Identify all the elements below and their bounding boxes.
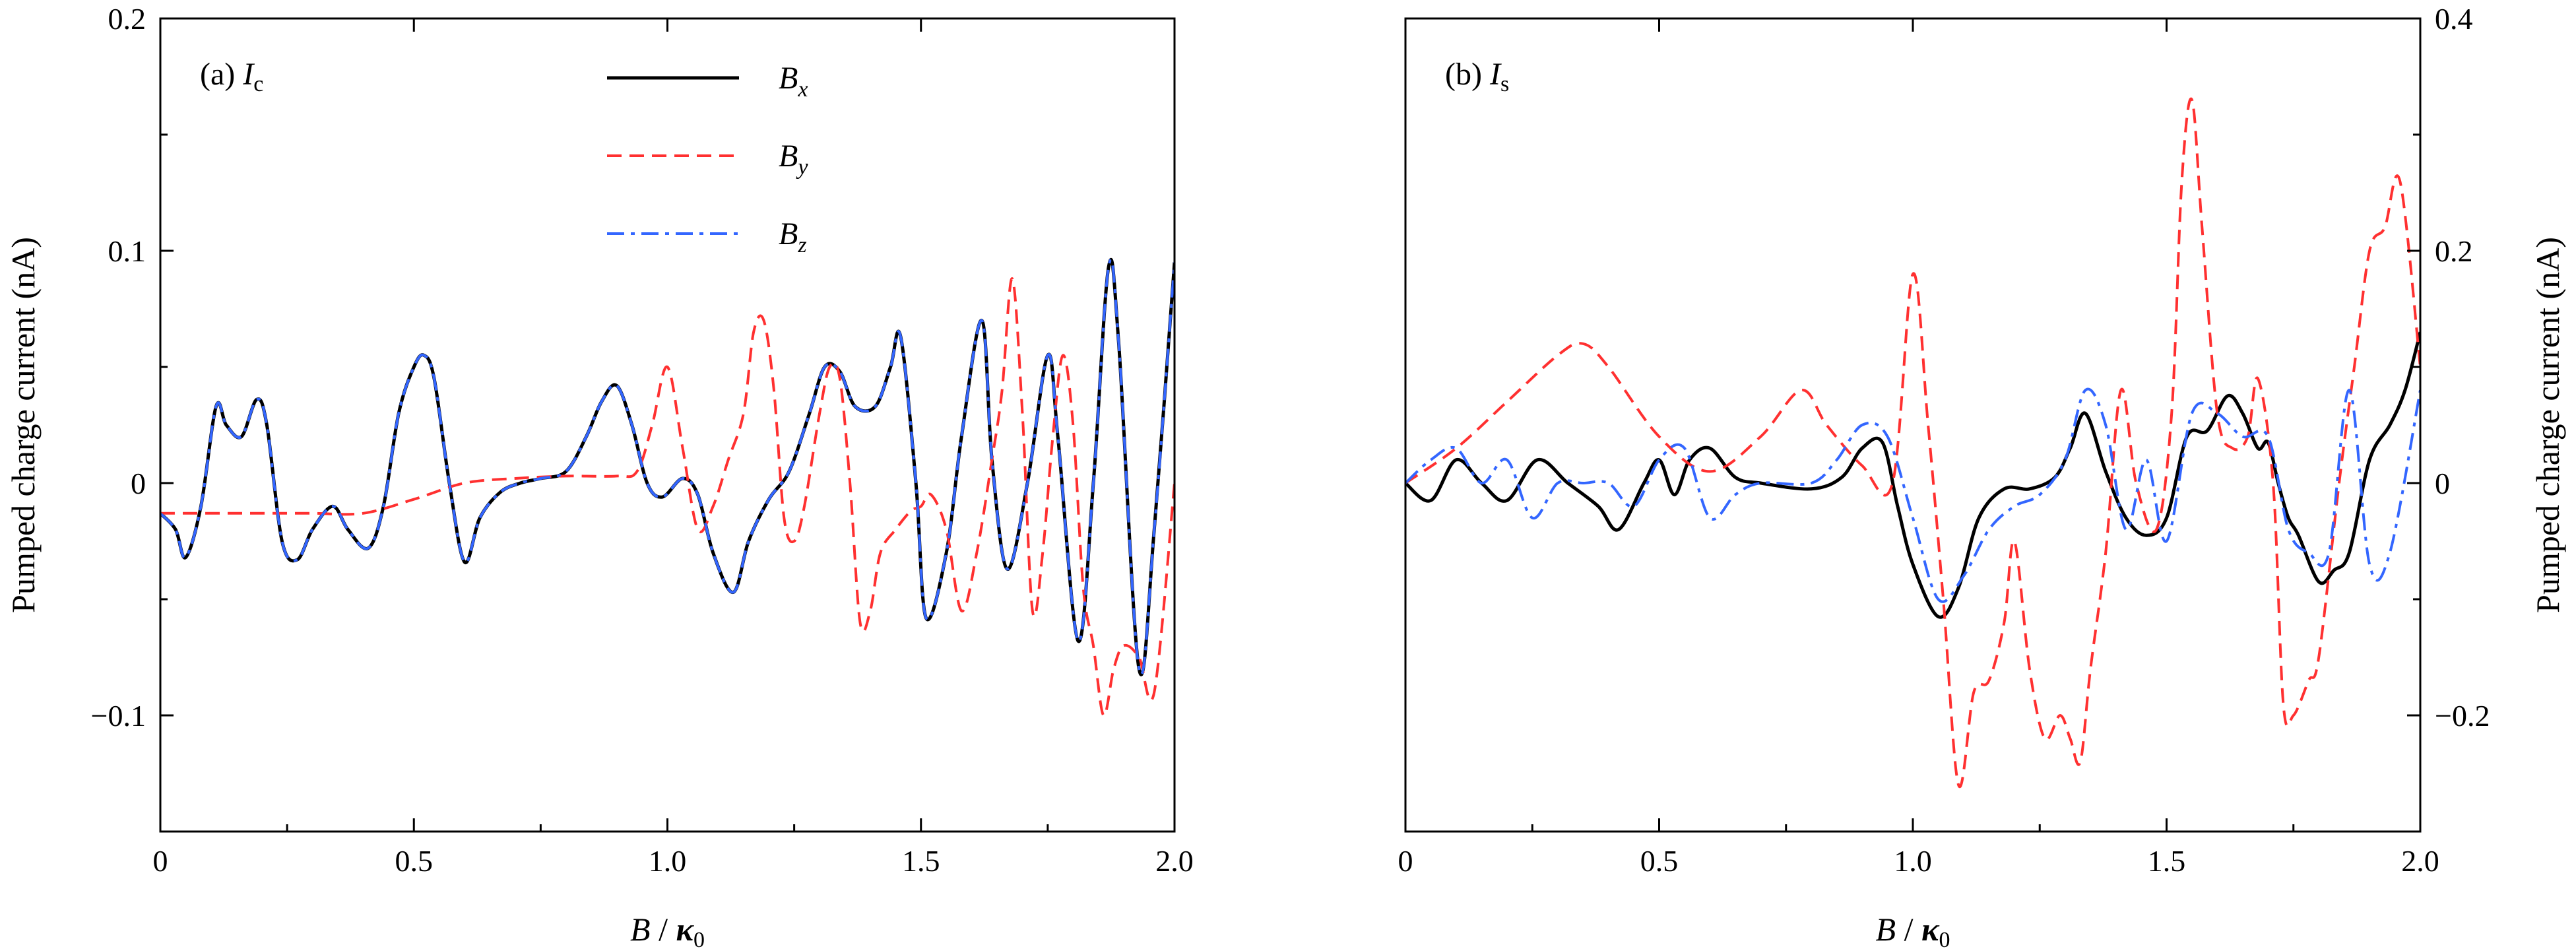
series-line-by xyxy=(1405,97,2420,789)
series-line-bx xyxy=(1405,331,2420,619)
panel-label: (a) Ic xyxy=(200,57,263,96)
panel-b-chart: 0 0.5 1.0 1.5 2.0 −0.2 0 0.2 0.4 B / κ0 Pumped cha… xyxy=(1398,2,2567,949)
y-axis-title: Pumped charge current (nA) xyxy=(2529,237,2566,613)
series-line-bz xyxy=(1405,387,2420,603)
y-tick-label: −0.2 xyxy=(2435,699,2490,733)
x-tick-label: 1.5 xyxy=(2148,844,2186,878)
plot-area xyxy=(160,257,1175,717)
x-tick-label: 0.5 xyxy=(1640,844,1679,878)
panel-label: (b) Is xyxy=(1445,57,1509,96)
legend-label-bx: Bx xyxy=(779,61,808,102)
x-tick-label: 0 xyxy=(153,844,168,878)
x-tick-label: 1.0 xyxy=(649,844,687,878)
y-tick-label: −0.1 xyxy=(91,699,146,733)
legend-label-by: By xyxy=(779,139,808,180)
x-tick-label: 1.0 xyxy=(1894,844,1932,878)
y-axis-title: Pumped charge current (nA) xyxy=(5,237,42,613)
x-tick-label: 1.5 xyxy=(902,844,940,878)
y-tick-label: 0 xyxy=(131,467,146,500)
series-line-bz xyxy=(160,258,1175,676)
x-tick-label: 0.5 xyxy=(395,844,434,878)
y-tick-label: 0.1 xyxy=(108,234,146,268)
y-tick-label: 0 xyxy=(2435,467,2450,500)
plot-area xyxy=(1405,97,2420,789)
series-line-bx xyxy=(160,257,1175,676)
x-tick-label: 2.0 xyxy=(1155,844,1194,878)
panel-a-chart: 0 0.5 1.0 1.5 2.0 −0.1 0 0.1 0.2 B / κ0 Pumped cha… xyxy=(5,2,1194,949)
y-tick-label: 0.2 xyxy=(2435,234,2473,268)
y-tick-label: 0.2 xyxy=(108,2,146,36)
x-axis-title: B / κ0 xyxy=(1876,911,1950,949)
x-tick-label: 0 xyxy=(1398,844,1413,878)
x-axis-title: B / κ0 xyxy=(630,911,705,949)
y-tick-label: 0.4 xyxy=(2435,2,2473,36)
legend-label-bz: Bz xyxy=(779,216,807,257)
x-tick-label: 2.0 xyxy=(2401,844,2439,878)
series-line-by xyxy=(160,277,1175,717)
